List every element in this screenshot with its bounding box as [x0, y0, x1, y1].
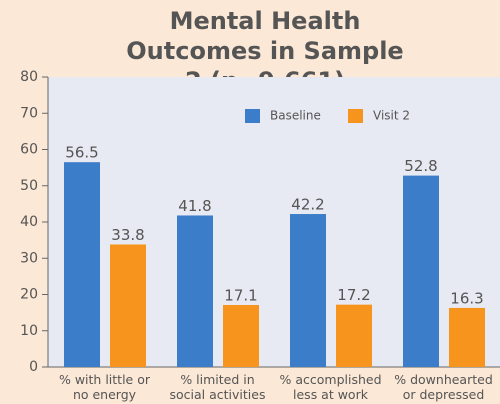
x-tick-label: % accomplished less at work	[279, 372, 382, 402]
legend-swatch	[245, 109, 260, 123]
value-label: 17.2	[337, 286, 370, 304]
y-tick-label: 10	[20, 323, 38, 339]
bar	[449, 307, 485, 367]
legend-label: Visit 2	[373, 109, 410, 123]
value-label: 33.8	[111, 226, 144, 244]
value-label: 42.2	[291, 196, 324, 214]
bar	[64, 162, 100, 367]
y-tick-label: 80	[20, 69, 38, 85]
value-label: 41.8	[178, 197, 211, 215]
x-tick-label: % limited in social activities	[169, 372, 266, 402]
y-tick-label: 30	[20, 250, 38, 266]
y-tick-label: 50	[20, 178, 38, 194]
legend-label: Baseline	[270, 109, 321, 123]
y-tick-label: 0	[29, 359, 38, 375]
value-label: 17.1	[224, 287, 257, 305]
x-tick-label: % with little or no energy	[58, 372, 150, 402]
y-tick-label: 60	[20, 142, 38, 158]
bar	[336, 304, 372, 367]
bar	[177, 215, 213, 367]
y-tick-label: 40	[20, 214, 38, 230]
y-tick-label: 70	[20, 105, 38, 121]
value-label: 16.3	[450, 289, 483, 307]
bar	[290, 214, 326, 367]
x-tick-label: % downhearted or depressed	[394, 372, 493, 402]
value-label: 52.8	[404, 157, 437, 175]
bar	[403, 175, 439, 367]
value-label: 56.5	[65, 144, 98, 162]
bar	[223, 305, 259, 367]
bar	[110, 244, 146, 367]
legend-swatch	[348, 109, 363, 123]
y-tick-label: 20	[20, 287, 38, 303]
